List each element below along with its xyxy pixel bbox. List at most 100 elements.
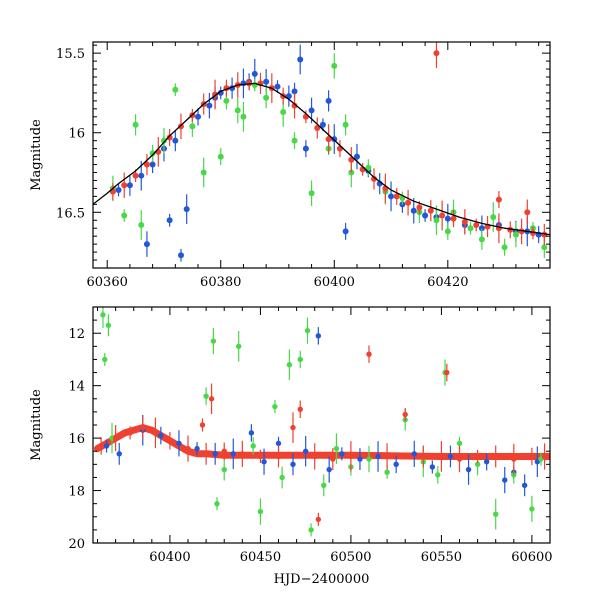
data-point — [210, 338, 217, 344]
data-point — [465, 466, 472, 473]
data-point — [319, 121, 326, 128]
plot-area — [93, 42, 550, 262]
data-point — [177, 252, 184, 259]
data-point — [411, 451, 417, 457]
data-point — [158, 432, 164, 439]
data-point — [541, 244, 548, 251]
data-point — [194, 445, 200, 452]
data-point — [217, 153, 224, 160]
data-point — [478, 236, 485, 243]
plot-area — [94, 307, 550, 537]
data-point — [132, 172, 139, 179]
data-point — [420, 453, 427, 460]
data-point — [384, 469, 390, 475]
data-point — [357, 456, 363, 462]
data-point — [433, 50, 440, 57]
data-point — [127, 430, 133, 436]
data-point — [366, 456, 372, 462]
data-point — [103, 443, 110, 449]
data-point — [291, 88, 298, 95]
data-point — [474, 461, 481, 468]
data-point — [105, 322, 112, 329]
data-point — [493, 511, 499, 517]
data-point — [297, 56, 304, 63]
data-point — [138, 222, 145, 229]
data-point — [456, 456, 463, 462]
data-point — [121, 182, 128, 189]
data-point — [200, 169, 207, 176]
x-tick-label: 60500 — [330, 550, 371, 565]
data-point — [325, 97, 332, 104]
data-point — [274, 83, 281, 90]
data-point — [152, 430, 159, 436]
data-point — [435, 472, 441, 478]
data-point — [248, 430, 255, 436]
data-point — [257, 508, 264, 515]
data-point — [333, 445, 340, 452]
data-point — [234, 107, 241, 114]
data-point — [272, 403, 278, 410]
data-point — [297, 406, 303, 412]
data-point — [467, 225, 474, 232]
y-tick-label: 16.5 — [56, 206, 85, 221]
data-point — [315, 333, 322, 339]
data-point — [221, 466, 227, 473]
data-point — [326, 466, 332, 473]
data-point — [388, 193, 395, 200]
plot-frame — [92, 41, 551, 269]
data-point — [251, 70, 258, 77]
data-point — [483, 459, 490, 465]
data-point — [447, 453, 454, 460]
data-point — [521, 482, 528, 489]
data-point — [393, 193, 400, 200]
data-point — [149, 161, 156, 168]
data-point — [375, 453, 381, 460]
y-axis-label: Magnitude — [29, 389, 44, 461]
data-point — [102, 356, 108, 363]
y-tick-label: 15.5 — [56, 47, 85, 62]
data-point — [203, 451, 209, 457]
top-panel: 60360 60380 60400 60420 15.5 16 16.5 Magnitude — [29, 41, 551, 290]
data-point — [199, 422, 206, 428]
data-point — [263, 78, 270, 85]
series-2 — [98, 345, 548, 526]
data-point — [166, 217, 173, 224]
data-point — [172, 137, 179, 144]
data-point — [206, 102, 213, 109]
data-point — [502, 477, 508, 483]
data-point — [473, 222, 480, 229]
y-tick-label: 20 — [68, 537, 85, 552]
y-tick-label: 18 — [68, 485, 85, 500]
data-point — [160, 137, 167, 144]
x-tick-label: 60380 — [200, 275, 241, 290]
data-point — [279, 474, 285, 481]
data-point — [511, 456, 517, 462]
data-point — [214, 500, 220, 507]
data-point — [261, 459, 267, 465]
dense-red-band — [94, 424, 550, 460]
data-point — [98, 443, 104, 449]
data-point — [177, 123, 184, 130]
data-point — [208, 396, 215, 402]
data-point — [240, 80, 247, 87]
data-point — [143, 241, 150, 248]
data-point — [112, 435, 119, 441]
data-point — [331, 136, 338, 143]
data-point — [348, 453, 354, 460]
data-point — [429, 464, 436, 470]
data-point — [121, 212, 128, 219]
data-point — [240, 113, 247, 120]
data-point — [100, 312, 106, 318]
data-point — [433, 217, 440, 224]
data-point — [456, 440, 463, 447]
x-tick-label: 60420 — [427, 275, 468, 290]
series-1 — [100, 307, 544, 537]
data-point — [290, 461, 296, 468]
data-point — [529, 453, 535, 460]
data-point — [143, 161, 150, 168]
data-point — [342, 121, 349, 128]
data-point — [132, 121, 139, 128]
data-point — [524, 209, 531, 216]
data-point — [203, 393, 209, 399]
data-point — [250, 443, 256, 449]
